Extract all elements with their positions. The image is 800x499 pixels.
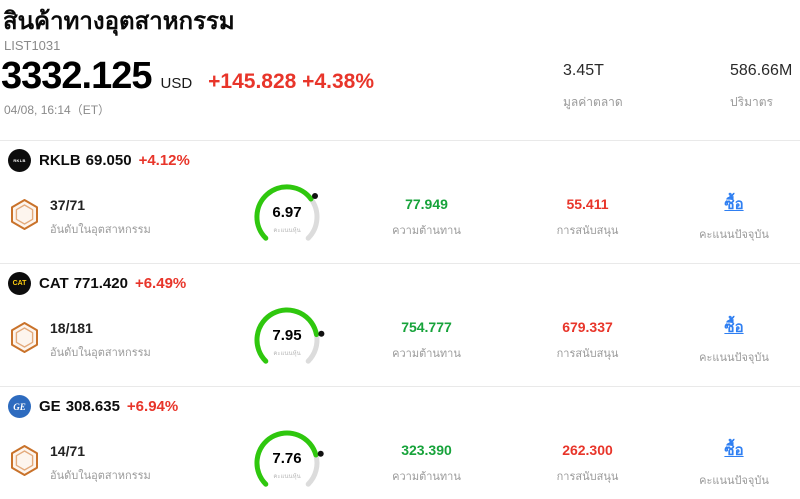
gauge-score: 6.97 <box>272 204 302 221</box>
support-cell: 55.411 การสนับสนุน <box>507 196 668 239</box>
ticker-change: +6.94% <box>126 398 179 415</box>
score-gauge: 7.95 คะแนนหุ้น <box>247 301 327 379</box>
support-label: การสนับสนุน <box>556 224 619 237</box>
industry-rank: 14/71 <box>50 442 86 459</box>
row-content: 14/71 อันดับในอุตสาหกรรม 7.76 คะแนนหุ้น … <box>0 422 800 499</box>
support-label: การสนับสนุน <box>556 470 619 483</box>
company-logo-text: GE <box>13 401 26 412</box>
market-cap-value: 3.45T <box>563 62 604 79</box>
ticker-symbol: RKLB <box>39 152 81 169</box>
support-value: 262.300 <box>562 441 613 458</box>
currency-label: USD <box>160 75 193 92</box>
gauge-score-label: คะแนนหุ้น <box>273 474 301 480</box>
ticker-price: 69.050 <box>85 152 132 169</box>
index-change: +145.828 +4.38% <box>208 70 374 93</box>
industry-rank-cell: 18/181 อันดับในอุตสาหกรรม <box>0 320 228 361</box>
signal-label: คะแนนปัจจุบัน <box>699 351 769 364</box>
industry-rank: 37/71 <box>50 196 86 213</box>
score-gauge: 6.97 คะแนนหุ้น <box>247 178 327 256</box>
support-cell: 262.300 การสนับสนุน <box>507 442 668 485</box>
stock-row: GE GE 308.635 +6.94% 14/71 อันดับในอุตสา… <box>0 386 800 499</box>
volume-label: ปริมาตร <box>730 95 773 109</box>
ticker-price: 308.635 <box>65 398 120 415</box>
score-gauge-cell: 6.97 คะแนนหุ้น <box>228 178 346 256</box>
volume-stat: 586.66M ปริมาตร <box>730 62 792 112</box>
signal-cell: ซื้อ คะแนนปัจจุบัน <box>668 192 800 243</box>
support-label: การสนับสนุน <box>556 347 619 360</box>
support-cell: 679.337 การสนับสนุน <box>507 319 668 362</box>
ticker-header[interactable]: RKLB RKLB 69.050 +4.12% <box>0 141 800 176</box>
row-content: 37/71 อันดับในอุตสาหกรรม 6.97 คะแนนหุ้น … <box>0 176 800 256</box>
resistance-cell: 323.390 ความต้านทาน <box>346 442 507 485</box>
company-logo-text: CAT <box>12 280 27 287</box>
buy-signal-link[interactable]: ซื้อ <box>724 318 744 336</box>
page-title: สินค้าทางอุตสาหกรรม <box>3 8 235 35</box>
list-id: LIST1031 <box>4 38 61 53</box>
resistance-label: ความต้านทาน <box>392 224 461 237</box>
industry-rank-cell: 14/71 อันดับในอุตสาหกรรม <box>0 443 228 484</box>
ticker-header[interactable]: GE GE 308.635 +6.94% <box>0 387 800 422</box>
ticker-symbol: GE <box>39 398 61 415</box>
gauge-score-label: คะแนนหุ้น <box>273 228 301 234</box>
resistance-value: 77.949 <box>405 195 448 212</box>
industry-hexagon-icon <box>9 444 41 482</box>
company-logo-icon: RKLB <box>8 149 31 172</box>
score-gauge: 7.76 คะแนนหุ้น <box>247 424 327 499</box>
company-logo-icon: CAT <box>8 272 31 295</box>
support-value: 55.411 <box>566 195 609 212</box>
industry-hexagon-icon <box>9 321 41 359</box>
stock-list: RKLB RKLB 69.050 +4.12% 37/71 อันดับในอุ… <box>0 140 800 499</box>
gauge-score-label: คะแนนหุ้น <box>273 351 301 357</box>
stock-row: CAT CAT 771.420 +6.49% 18/181 อันดับในอุ… <box>0 263 800 386</box>
gauge-score: 7.95 <box>272 327 302 344</box>
score-gauge-cell: 7.95 คะแนนหุ้น <box>228 301 346 379</box>
company-logo-text: RKLB <box>13 158 26 163</box>
industry-rank: 18/181 <box>50 319 93 336</box>
resistance-label: ความต้านทาน <box>392 347 461 360</box>
industry-rank-label: อันดับในอุตสาหกรรม <box>50 469 151 482</box>
ticker-change: +6.49% <box>134 275 187 292</box>
resistance-cell: 77.949 ความต้านทาน <box>346 196 507 239</box>
gauge-arc <box>247 178 327 261</box>
industry-rank-cell: 37/71 อันดับในอุตสาหกรรม <box>0 197 228 238</box>
index-price-line: 3332.125 USD +145.828 +4.38% <box>1 55 374 98</box>
ticker-change: +4.12% <box>138 152 190 169</box>
gauge-score: 7.76 <box>272 450 302 467</box>
market-cap-stat: 3.45T มูลค่าตลาด <box>563 62 623 112</box>
timestamp: 04/08, 16:14（ET） <box>4 103 111 117</box>
stock-row: RKLB RKLB 69.050 +4.12% 37/71 อันดับในอุ… <box>0 140 800 263</box>
buy-signal-link[interactable]: ซื้อ <box>724 195 744 213</box>
signal-label: คะแนนปัจจุบัน <box>699 474 769 487</box>
support-value: 679.337 <box>562 318 613 335</box>
gauge-arc <box>247 424 327 499</box>
industry-rank-label: อันดับในอุตสาหกรรม <box>50 346 151 359</box>
company-logo-icon: GE <box>8 395 31 418</box>
industry-hexagon-icon <box>9 198 41 236</box>
ticker-header[interactable]: CAT CAT 771.420 +6.49% <box>0 264 800 299</box>
signal-cell: ซื้อ คะแนนปัจจุบัน <box>668 315 800 366</box>
signal-cell: ซื้อ คะแนนปัจจุบัน <box>668 438 800 489</box>
industry-rank-label: อันดับในอุตสาหกรรม <box>50 223 151 236</box>
ticker-symbol: CAT <box>39 275 69 292</box>
resistance-value: 754.777 <box>401 318 452 335</box>
index-price: 3332.125 <box>1 55 152 97</box>
row-content: 18/181 อันดับในอุตสาหกรรม 7.95 คะแนนหุ้น… <box>0 299 800 379</box>
resistance-cell: 754.777 ความต้านทาน <box>346 319 507 362</box>
gauge-arc <box>247 301 327 384</box>
ticker-price: 771.420 <box>73 275 128 292</box>
resistance-value: 323.390 <box>401 441 452 458</box>
volume-value: 586.66M <box>730 62 793 79</box>
resistance-label: ความต้านทาน <box>392 470 461 483</box>
header: สินค้าทางอุตสาหกรรม LIST1031 3332.125 US… <box>0 0 800 140</box>
buy-signal-link[interactable]: ซื้อ <box>724 441 744 459</box>
signal-label: คะแนนปัจจุบัน <box>699 228 769 241</box>
score-gauge-cell: 7.76 คะแนนหุ้น <box>228 424 346 499</box>
market-cap-label: มูลค่าตลาด <box>563 95 623 109</box>
